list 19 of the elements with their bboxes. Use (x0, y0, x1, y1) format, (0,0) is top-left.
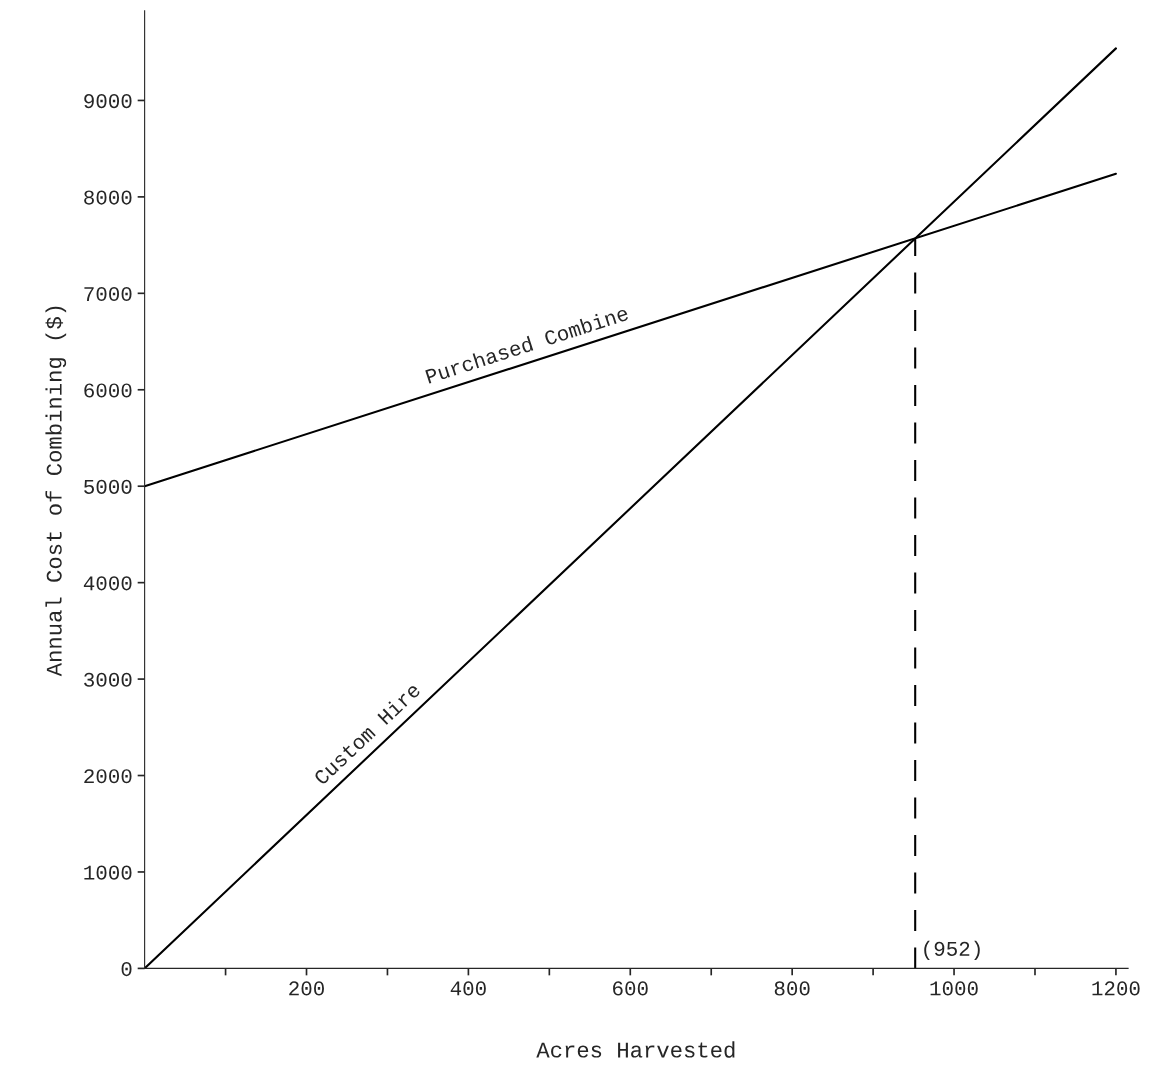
y-tick-label: 7000 (84, 286, 132, 302)
x-tick-label: 800 (774, 981, 810, 996)
y-tick-label: 1000 (84, 865, 132, 880)
y-axis-title: Annual Cost of Combining ($) (45, 306, 67, 677)
y-tick-label: 6000 (84, 383, 132, 398)
x-tick-label: 1200 (1092, 981, 1140, 996)
y-tick-label: 3000 (84, 672, 132, 687)
y-tick-label: 8000 (84, 190, 132, 205)
y-tick-label: 4000 (83, 576, 132, 591)
x-tick-label: 200 (289, 981, 324, 996)
annotation: (952) (924, 940, 980, 961)
x-tick-label: 600 (613, 981, 648, 996)
y-tick-label: 2000 (84, 769, 132, 784)
y-tick-label: 5000 (84, 479, 132, 494)
x-tick-label: 1000 (930, 981, 978, 996)
x-axis-title: Acres Harvested (536, 1041, 735, 1058)
y-tick-label: 0 (121, 962, 132, 977)
y-tick-label: 9000 (84, 94, 132, 109)
x-tick-label: 400 (450, 981, 486, 996)
